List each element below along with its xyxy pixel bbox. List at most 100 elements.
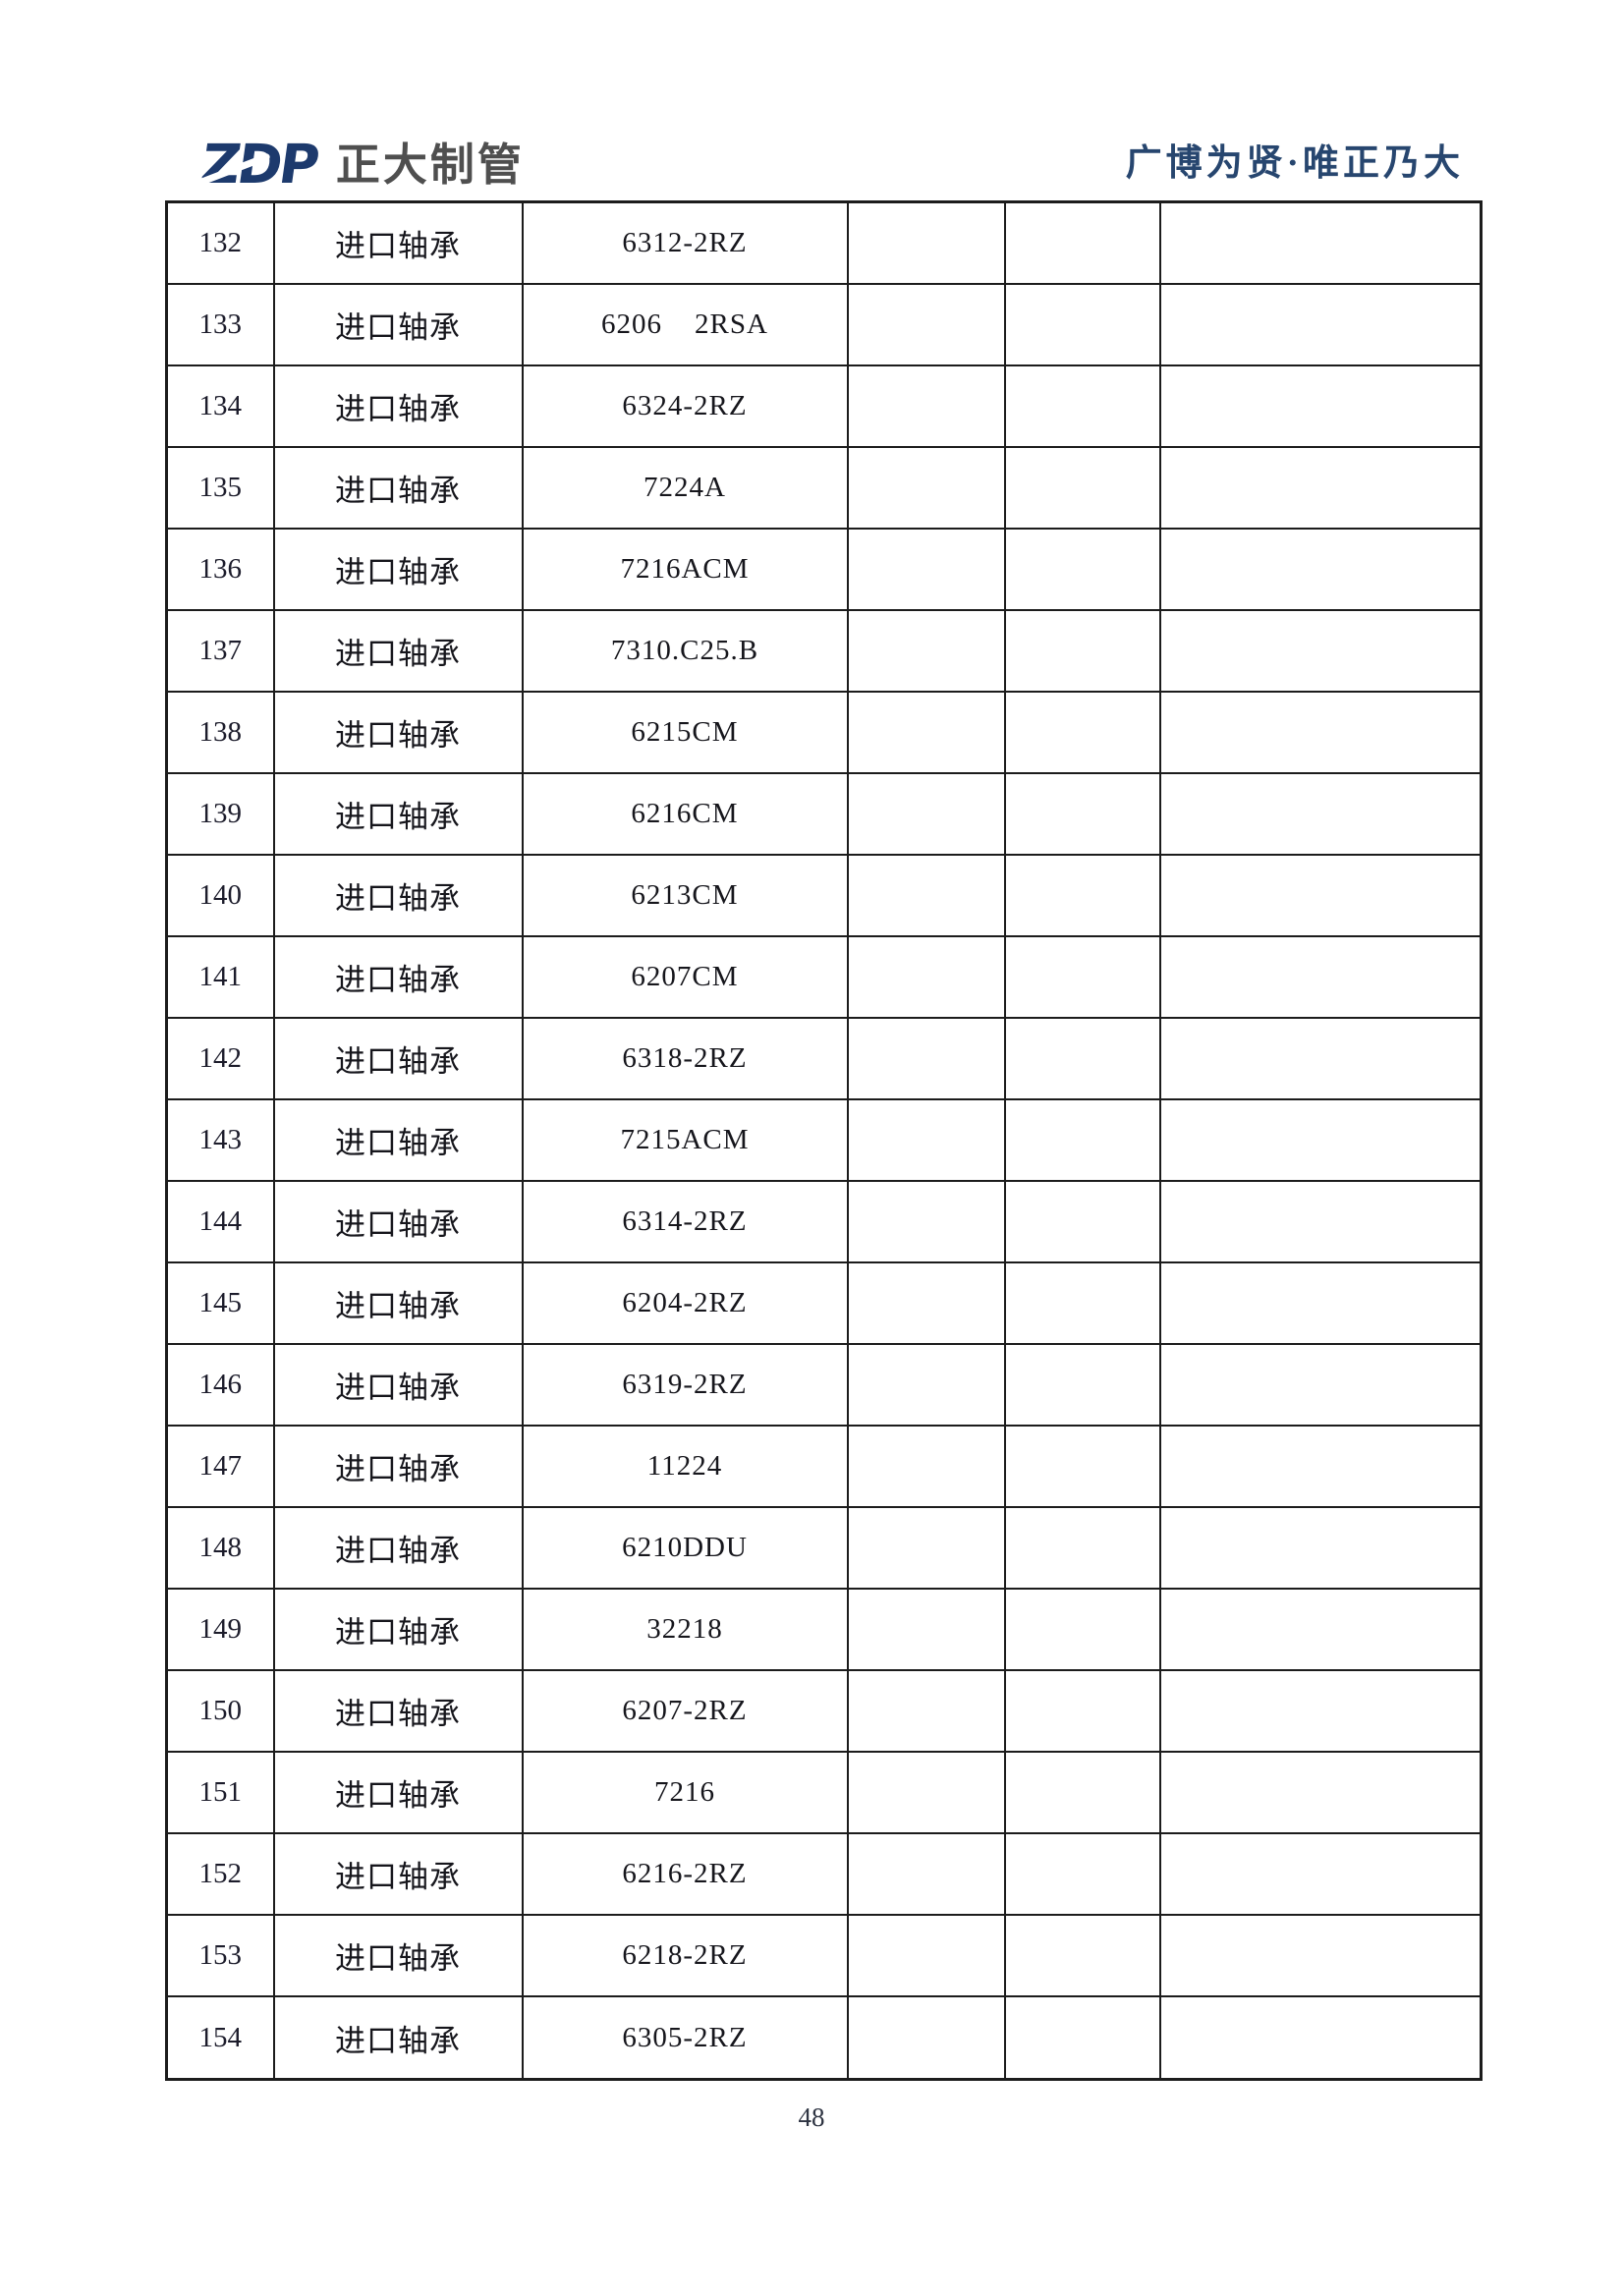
empty-cell	[1003, 1995, 1161, 2081]
model-number-cell: 11224	[521, 1425, 849, 1509]
empty-cell	[846, 1098, 1006, 1183]
table-row: 137 进口轴承 7310.C25.B	[165, 609, 1483, 694]
model-number-cell: 6216CM	[521, 772, 849, 857]
table-row: 147 进口轴承 11224	[165, 1425, 1483, 1509]
empty-cell	[846, 691, 1006, 775]
empty-cell	[846, 772, 1006, 857]
logo-zdp-text: ZDP	[196, 133, 321, 196]
empty-cell	[1003, 691, 1161, 775]
empty-cell	[1158, 935, 1483, 1020]
empty-cell	[846, 1669, 1006, 1754]
page-number: 48	[798, 2102, 825, 2132]
row-number-cell: 143	[165, 1098, 275, 1183]
empty-cell	[1003, 1261, 1161, 1346]
model-number-cell: 6318-2RZ	[521, 1017, 849, 1101]
empty-cell	[1003, 1180, 1161, 1264]
table-row: 133 进口轴承 6206 2RSA	[165, 283, 1483, 367]
model-number-cell: 6216-2RZ	[521, 1832, 849, 1917]
empty-cell	[846, 609, 1006, 694]
item-name-cell: 进口轴承	[272, 200, 524, 286]
table-row: 149 进口轴承 32218	[165, 1588, 1483, 1672]
table-row: 139 进口轴承 6216CM	[165, 772, 1483, 857]
row-number-cell: 137	[165, 609, 275, 694]
empty-cell	[1158, 1751, 1483, 1835]
empty-cell	[846, 1914, 1006, 1998]
table-row: 140 进口轴承 6213CM	[165, 854, 1483, 938]
empty-cell	[846, 854, 1006, 938]
empty-cell	[1003, 528, 1161, 612]
empty-cell	[846, 1588, 1006, 1672]
row-number-cell: 138	[165, 691, 275, 775]
item-name-cell: 进口轴承	[272, 1588, 524, 1672]
row-number-cell: 145	[165, 1261, 275, 1346]
empty-cell	[846, 1261, 1006, 1346]
row-number-cell: 144	[165, 1180, 275, 1264]
item-name-cell: 进口轴承	[272, 1017, 524, 1101]
empty-cell	[1158, 1425, 1483, 1509]
empty-cell	[846, 1343, 1006, 1428]
empty-cell	[846, 1017, 1006, 1101]
empty-cell	[1003, 200, 1161, 286]
empty-cell	[1158, 1180, 1483, 1264]
row-number-cell: 152	[165, 1832, 275, 1917]
empty-cell	[1003, 1098, 1161, 1183]
empty-cell	[1158, 1098, 1483, 1183]
row-number-cell: 148	[165, 1506, 275, 1591]
empty-cell	[1158, 1261, 1483, 1346]
parts-table-body: 132 进口轴承 6312-2RZ 133 进口轴承 6206 2RSA 134 进口轴承 63…	[165, 200, 1483, 2081]
table-row: 148 进口轴承 6210DDU	[165, 1506, 1483, 1591]
table-row: 134 进口轴承 6324-2RZ	[165, 364, 1483, 449]
empty-cell	[846, 1751, 1006, 1835]
empty-cell	[1003, 283, 1161, 367]
item-name-cell: 进口轴承	[272, 1914, 524, 1998]
item-name-cell: 进口轴承	[272, 1343, 524, 1428]
row-number-cell: 154	[165, 1995, 275, 2081]
table-row: 136 进口轴承 7216ACM	[165, 528, 1483, 612]
table-row: 142 进口轴承 6318-2RZ	[165, 1017, 1483, 1101]
empty-cell	[1003, 935, 1161, 1020]
table-row: 151 进口轴承 7216	[165, 1751, 1483, 1835]
table-row: 150 进口轴承 6207-2RZ	[165, 1669, 1483, 1754]
item-name-cell: 进口轴承	[272, 1506, 524, 1591]
model-number-cell: 7215ACM	[521, 1098, 849, 1183]
empty-cell	[1158, 1343, 1483, 1428]
empty-cell	[846, 364, 1006, 449]
item-name-cell: 进口轴承	[272, 1098, 524, 1183]
model-number-cell: 6213CM	[521, 854, 849, 938]
empty-cell	[1158, 854, 1483, 938]
empty-cell	[1003, 1425, 1161, 1509]
empty-cell	[1158, 200, 1483, 286]
row-number-cell: 140	[165, 854, 275, 938]
row-number-cell: 153	[165, 1914, 275, 1998]
row-number-cell: 133	[165, 283, 275, 367]
model-number-cell: 6206 2RSA	[521, 283, 849, 367]
table-row: 135 进口轴承 7224A	[165, 446, 1483, 531]
empty-cell	[1003, 1506, 1161, 1591]
empty-cell	[1003, 364, 1161, 449]
empty-cell	[1003, 772, 1161, 857]
empty-cell	[846, 1180, 1006, 1264]
table-row: 144 进口轴承 6314-2RZ	[165, 1180, 1483, 1264]
row-number-cell: 139	[165, 772, 275, 857]
empty-cell	[1158, 528, 1483, 612]
model-number-cell: 6215CM	[521, 691, 849, 775]
table-row: 153 进口轴承 6218-2RZ	[165, 1914, 1483, 1998]
empty-cell	[846, 446, 1006, 531]
item-name-cell: 进口轴承	[272, 364, 524, 449]
model-number-cell: 32218	[521, 1588, 849, 1672]
table-row: 143 进口轴承 7215ACM	[165, 1098, 1483, 1183]
model-number-cell: 6218-2RZ	[521, 1914, 849, 1998]
empty-cell	[846, 1425, 1006, 1509]
item-name-cell: 进口轴承	[272, 1995, 524, 2081]
table-row: 146 进口轴承 6319-2RZ	[165, 1343, 1483, 1428]
row-number-cell: 146	[165, 1343, 275, 1428]
empty-cell	[1158, 364, 1483, 449]
item-name-cell: 进口轴承	[272, 446, 524, 531]
table-row: 138 进口轴承 6215CM	[165, 691, 1483, 775]
model-number-cell: 7216	[521, 1751, 849, 1835]
company-slogan: 广博为贤·唯正乃大	[1125, 143, 1464, 184]
item-name-cell: 进口轴承	[272, 528, 524, 612]
empty-cell	[846, 1832, 1006, 1917]
empty-cell	[1158, 1914, 1483, 1998]
